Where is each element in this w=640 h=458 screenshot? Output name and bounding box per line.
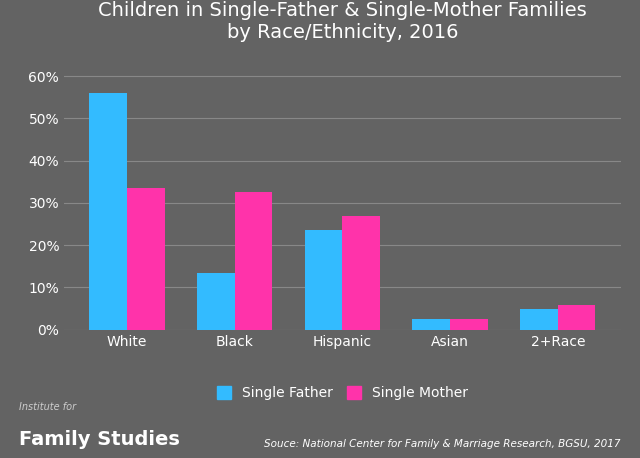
Bar bbox=[412, 319, 450, 330]
Bar bbox=[558, 305, 595, 330]
Bar bbox=[305, 230, 342, 330]
Title: Children in Single-Father & Single-Mother Families
by Race/Ethnicity, 2016: Children in Single-Father & Single-Mothe… bbox=[98, 1, 587, 42]
Text: Family Studies: Family Studies bbox=[19, 430, 180, 449]
Bar bbox=[520, 310, 558, 330]
Bar bbox=[450, 319, 488, 330]
Legend: Single Father, Single Mother: Single Father, Single Mother bbox=[217, 386, 468, 400]
Bar bbox=[342, 216, 380, 330]
Bar bbox=[197, 273, 235, 330]
Bar bbox=[90, 93, 127, 330]
Text: Souce: National Center for Family & Marriage Research, BGSU, 2017: Souce: National Center for Family & Marr… bbox=[264, 439, 621, 449]
Bar bbox=[235, 192, 273, 330]
Text: Institute for: Institute for bbox=[19, 402, 76, 412]
Bar bbox=[127, 188, 164, 330]
